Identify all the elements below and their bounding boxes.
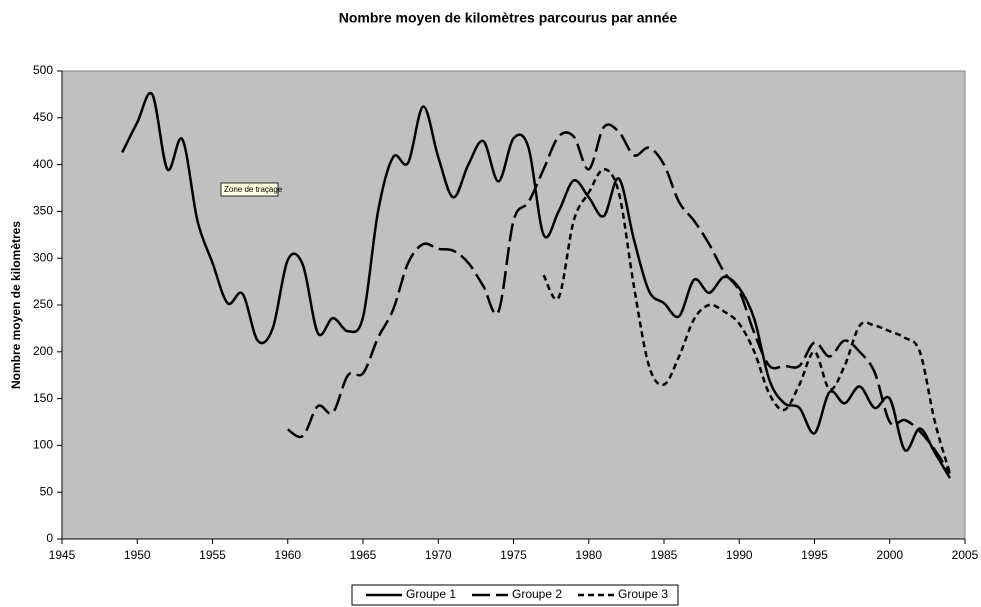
x-tick-label: 2005 [952, 548, 979, 562]
y-tick-label: 0 [46, 531, 53, 545]
x-tick-label: 1945 [49, 548, 76, 562]
series-line [542, 168, 952, 474]
plot-area [61, 70, 966, 540]
y-tick-label: 400 [33, 157, 53, 171]
y-tick-label: 500 [33, 63, 53, 77]
annotation-box [220, 182, 279, 197]
legend-label: Groupe 3 [618, 587, 668, 601]
x-tick-label: 1970 [425, 548, 452, 562]
legend: Groupe 1 Groupe 2 Groupe 3 [351, 584, 679, 606]
x-tick-label: 1980 [575, 548, 602, 562]
legend-box [351, 584, 679, 606]
x-tick-label: 2000 [876, 548, 903, 562]
legend-label: Groupe 1 [406, 587, 456, 601]
y-tick-label: 250 [33, 297, 53, 311]
series-line [121, 91, 952, 479]
legend-label: Groupe 2 [512, 587, 562, 601]
y-axis-label: Nombre moyen de kilomètres [9, 221, 23, 389]
y-tick-label: 350 [33, 204, 53, 218]
y-tick-label: 300 [33, 250, 53, 264]
chart-title: Nombre moyen de kilomètres parcourus par… [339, 10, 678, 26]
y-tick-label: 450 [33, 110, 53, 124]
x-tick-label: 1990 [726, 548, 753, 562]
x-tick-label: 1975 [500, 548, 527, 562]
series-line [287, 123, 952, 475]
x-tick-label: 1985 [651, 548, 678, 562]
y-tick-label: 50 [40, 484, 54, 498]
x-tick-label: 1955 [199, 548, 226, 562]
x-tick-label: 1995 [801, 548, 828, 562]
x-tick-label: 1950 [124, 548, 151, 562]
annotation: Zone de traçage [224, 185, 283, 194]
y-tick-label: 200 [33, 344, 53, 358]
y-tick-label: 150 [33, 391, 53, 405]
x-tick-label: 1965 [350, 548, 377, 562]
y-tick-label: 100 [33, 438, 53, 452]
x-tick-label: 1960 [274, 548, 301, 562]
